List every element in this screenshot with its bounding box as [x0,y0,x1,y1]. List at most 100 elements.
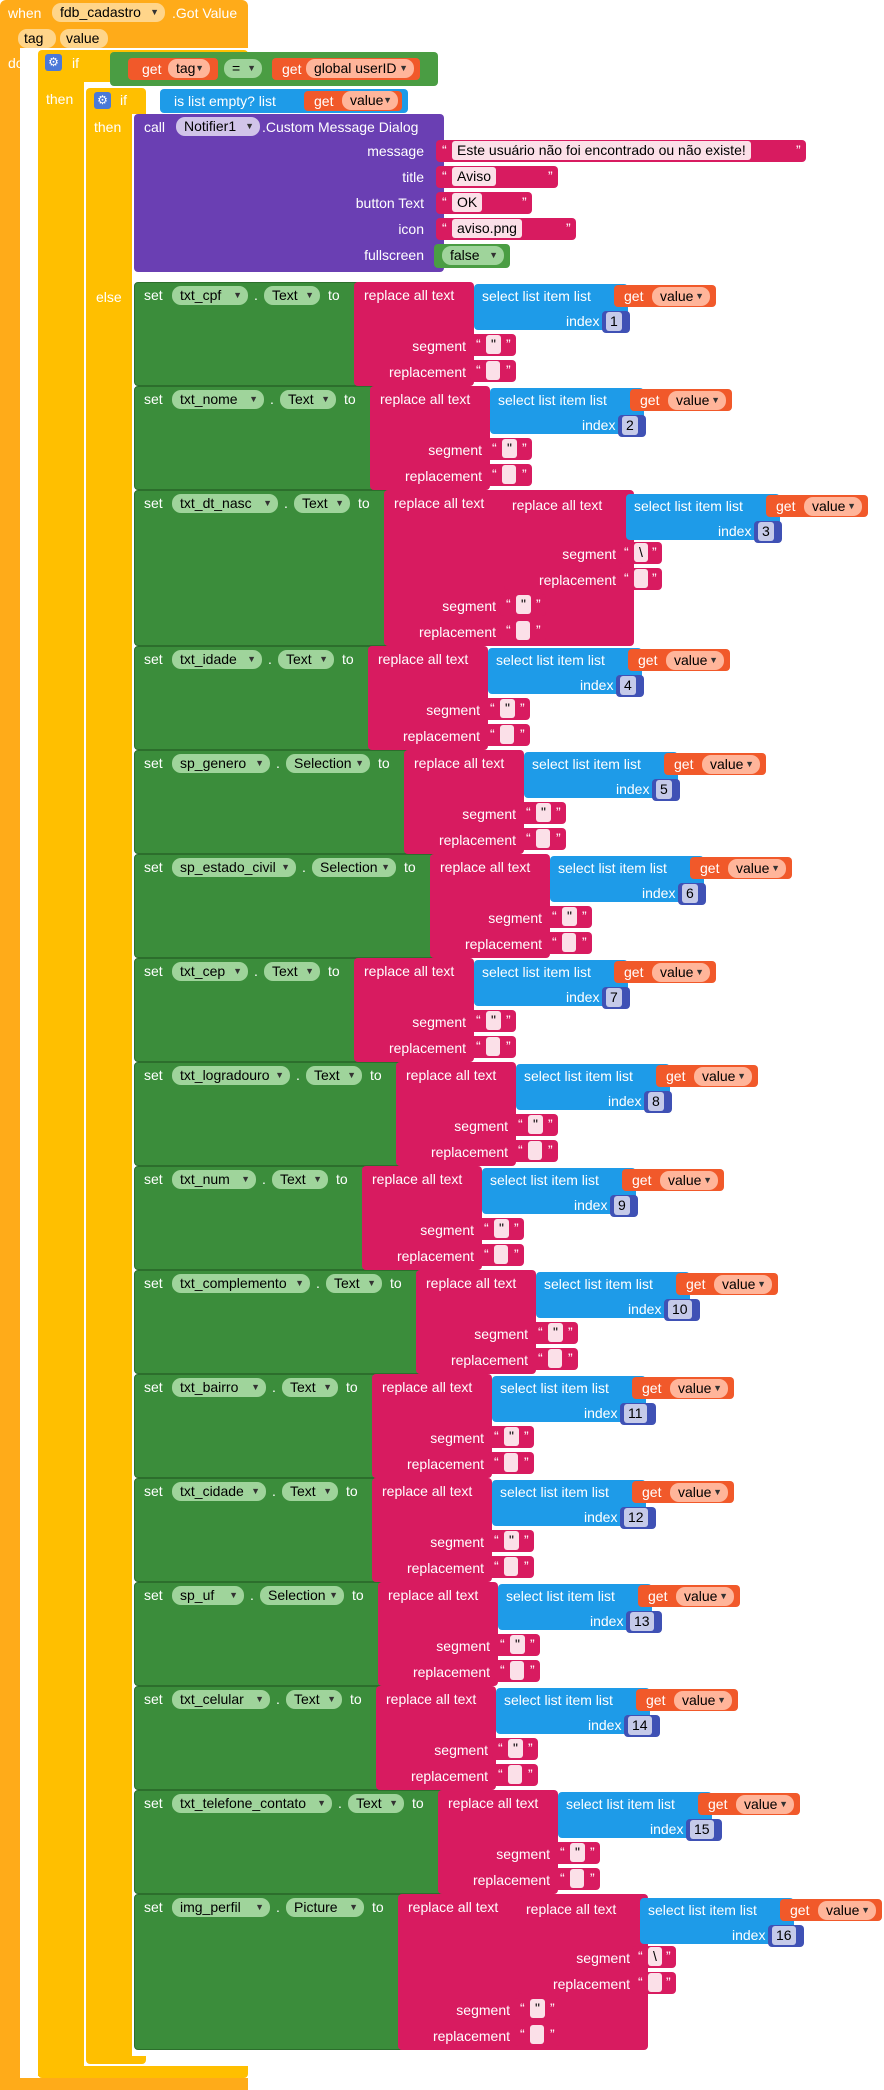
setter-prop-txt_cpf[interactable]: Text ▼ [264,286,320,305]
index-value-txt_logradouro[interactable]: 8 [648,1092,664,1111]
segment-value-10[interactable]: " [504,1427,519,1446]
setter-prop-txt_num[interactable]: Text ▼ [272,1170,328,1189]
get-value-dropdown-9[interactable]: value ▼ [714,1275,772,1294]
segment-value-11[interactable]: " [504,1531,519,1550]
setter-component-txt_celular[interactable]: txt_celular ▼ [172,1690,270,1709]
notifier-arg-value-3[interactable]: aviso.png [452,219,522,238]
replacement-value-4[interactable] [536,829,550,848]
segment-value-3[interactable]: " [500,699,515,718]
get-value-dropdown-0[interactable]: value ▼ [652,287,710,306]
get-value-dropdown-10[interactable]: value ▼ [670,1379,728,1398]
setter-block-img_perfil[interactable] [134,1894,424,2050]
segment-value-12[interactable]: " [510,1635,525,1654]
segment-value-6[interactable]: " [486,1011,501,1030]
inner-replacement-empty-15[interactable] [648,1973,662,1992]
notifier-arg-value-0[interactable]: Este usuário não foi encontrado ou não e… [452,141,751,160]
replacement-value-9[interactable] [548,1349,562,1368]
get-value-dropdown-5[interactable]: value ▼ [728,859,786,878]
index-value-txt_dt_nasc[interactable]: 3 [758,522,774,541]
setter-prop-img_perfil[interactable]: Picture ▼ [286,1898,364,1917]
segment-value-9[interactable]: " [548,1323,563,1342]
notifier-arg-value-2[interactable]: OK [452,193,483,212]
get-value-dropdown-11[interactable]: value ▼ [670,1483,728,1502]
replace-all-block-txt_cpf[interactable] [354,282,474,386]
segment-value-14[interactable]: " [570,1843,585,1862]
replace-all-block-txt_nome[interactable] [370,386,490,490]
setter-component-txt_complemento[interactable]: txt_complemento ▼ [172,1274,310,1293]
get-value-dropdown-3[interactable]: value ▼ [666,651,724,670]
index-value-txt_idade[interactable]: 4 [620,676,636,695]
setter-component-txt_bairro[interactable]: txt_bairro ▼ [172,1378,266,1397]
replacement-value-7[interactable] [528,1141,542,1160]
setter-component-txt_nome[interactable]: txt_nome ▼ [172,390,264,409]
setter-component-txt_logradouro[interactable]: txt_logradouro ▼ [172,1066,290,1085]
index-value-txt_celular[interactable]: 14 [628,1716,652,1735]
replacement-value-15[interactable] [530,2025,544,2044]
segment-value-5[interactable]: " [562,907,577,926]
replacement-value-12[interactable] [510,1661,524,1680]
replace-all-block-sp_uf[interactable] [378,1582,498,1686]
setter-component-txt_idade[interactable]: txt_idade ▼ [172,650,262,669]
segment-value-15[interactable]: " [530,1999,545,2018]
get-value-dropdown-12[interactable]: value ▼ [676,1587,734,1606]
replace-all-block-sp_estado_civil[interactable] [430,854,550,958]
segment-value-0[interactable]: " [486,335,501,354]
replacement-value-8[interactable] [494,1245,508,1264]
setter-block-txt_dt_nasc[interactable] [134,490,410,646]
index-value-txt_cpf[interactable]: 1 [606,312,622,331]
replace-all-block-txt_complemento[interactable] [416,1270,536,1374]
replace-all-block-sp_genero[interactable] [404,750,524,854]
setter-component-txt_cpf[interactable]: txt_cpf ▼ [172,286,248,305]
get-value-dropdown-13[interactable]: value ▼ [674,1691,732,1710]
replacement-value-2[interactable] [516,621,530,640]
setter-component-txt_num[interactable]: txt_num ▼ [172,1170,256,1189]
inner-segment-backslash-15[interactable]: \ [648,1947,662,1966]
setter-prop-txt_cidade[interactable]: Text ▼ [282,1482,338,1501]
replace-all-block-txt_cep[interactable] [354,958,474,1062]
segment-value-4[interactable]: " [536,803,551,822]
index-value-sp_estado_civil[interactable]: 6 [682,884,698,903]
setter-prop-txt_nome[interactable]: Text ▼ [280,390,336,409]
index-value-sp_genero[interactable]: 5 [656,780,672,799]
setter-prop-txt_telefone_contato[interactable]: Text ▼ [348,1794,404,1813]
setter-component-txt_cep[interactable]: txt_cep ▼ [172,962,248,981]
gear-icon-2[interactable]: ⚙ [94,92,111,109]
notifier-component-dropdown[interactable]: Notifier1 ▼ [176,117,260,136]
get-value-dropdown-1[interactable]: value ▼ [668,391,726,410]
setter-component-sp_genero[interactable]: sp_genero ▼ [172,754,270,773]
inner-replace-block-txt_dt_nasc[interactable] [504,492,634,590]
get-value-dropdown-4[interactable]: value ▼ [702,755,760,774]
setter-component-txt_cidade[interactable]: txt_cidade ▼ [172,1482,266,1501]
replacement-value-13[interactable] [508,1765,522,1784]
index-value-txt_nome[interactable]: 2 [622,416,638,435]
segment-value-7[interactable]: " [528,1115,543,1134]
setter-component-txt_telefone_contato[interactable]: txt_telefone_contato ▼ [172,1794,332,1813]
inner-segment-backslash-2[interactable]: \ [634,543,648,562]
replace-all-block-txt_logradouro[interactable] [396,1062,516,1166]
get-value-dropdown-6[interactable]: value ▼ [652,963,710,982]
replace-all-block-txt_num[interactable] [362,1166,482,1270]
setter-component-txt_dt_nasc[interactable]: txt_dt_nasc ▼ [172,494,278,513]
setter-prop-txt_complemento[interactable]: Text ▼ [326,1274,382,1293]
get-value-dropdown-14[interactable]: value ▼ [736,1795,794,1814]
event-component-dropdown[interactable]: fdb_cadastro ▼ [52,3,165,22]
replace-all-block-txt_telefone_contato[interactable] [438,1790,558,1894]
setter-component-sp_uf[interactable]: sp_uf ▼ [172,1586,244,1605]
index-value-sp_uf[interactable]: 13 [630,1612,654,1631]
notifier-call-block[interactable] [134,114,444,272]
notifier-arg-value-2-block[interactable] [436,192,532,214]
replace-all-block-txt_celular[interactable] [376,1686,496,1790]
replacement-value-3[interactable] [500,725,514,744]
replace-all-block-txt_cidade[interactable] [372,1478,492,1582]
value-var-dropdown[interactable]: value ▼ [342,91,398,110]
param-value[interactable]: value [60,29,108,48]
setter-component-sp_estado_civil[interactable]: sp_estado_civil ▼ [172,858,296,877]
replacement-value-6[interactable] [486,1037,500,1056]
setter-component-img_perfil[interactable]: img_perfil ▼ [172,1898,270,1917]
replacement-value-0[interactable] [486,361,500,380]
get-value-dropdown-15[interactable]: value ▼ [818,1901,876,1920]
replacement-value-1[interactable] [502,465,516,484]
get-value-dropdown-2[interactable]: value ▼ [804,497,862,516]
setter-prop-sp_estado_civil[interactable]: Selection ▼ [312,858,396,877]
setter-prop-txt_idade[interactable]: Text ▼ [278,650,334,669]
